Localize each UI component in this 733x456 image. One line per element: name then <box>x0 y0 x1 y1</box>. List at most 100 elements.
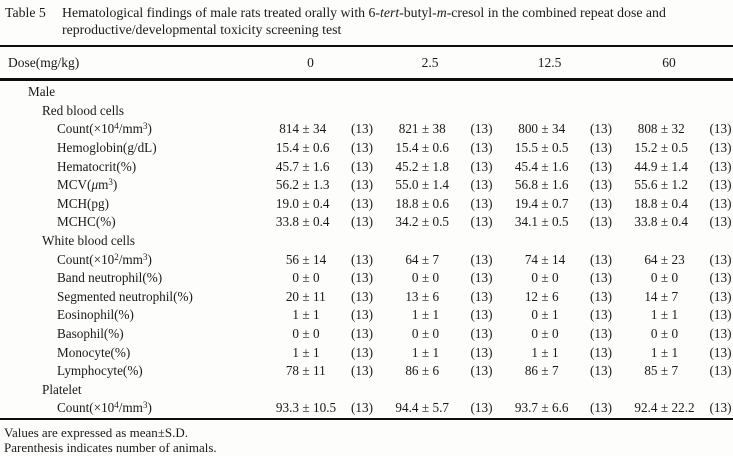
plus-minus-sign: ± <box>302 363 310 379</box>
sd-value: 0.6 <box>313 140 330 156</box>
sd-value: 0.6 <box>432 140 449 156</box>
label-segment: 2 <box>114 251 119 262</box>
label-segment: /mm <box>118 400 143 416</box>
dose-column-header: 60 <box>662 54 676 70</box>
row-label: White blood cells <box>0 233 255 249</box>
sd-value: 7 <box>671 288 679 304</box>
sd-value: 34 <box>313 121 327 137</box>
sd-value: 0.7 <box>552 195 569 211</box>
label-segment: Hematological findings of male rats trea… <box>62 5 380 20</box>
sd-value: 0.4 <box>671 214 688 230</box>
animal-count: (13) <box>590 288 612 304</box>
animal-count: (13) <box>590 140 612 156</box>
sd-value: 11 <box>313 363 326 379</box>
value-cell: 93.7 ±6.6 (13) <box>494 400 614 416</box>
plus-minus-sign: ± <box>421 307 430 323</box>
sd-value: 0.5 <box>552 140 569 156</box>
table-title: Hematological findings of male rats trea… <box>62 5 720 38</box>
plus-minus-sign: ± <box>302 177 310 193</box>
row-label: Count(×102/mm3) <box>0 252 255 268</box>
plus-minus-sign: ± <box>302 326 310 342</box>
mean-value: 0 <box>650 270 658 286</box>
label-segment: Band neutrophil(%) <box>57 270 163 286</box>
row-label: Basophil(%) <box>0 326 255 342</box>
footnotes: Values are expressed as mean±S.D. Parent… <box>0 420 733 455</box>
dose-header-cell: 60 <box>614 55 733 71</box>
animal-count: (13) <box>709 158 732 174</box>
plus-minus-sign: ± <box>660 195 669 211</box>
animal-count: (13) <box>470 270 493 286</box>
animal-count: (13) <box>351 251 373 267</box>
sd-value: 1.4 <box>432 177 449 193</box>
sd-value: 5.7 <box>432 400 449 416</box>
mean-value: 0 <box>411 326 419 342</box>
row-label: Monocyte(%) <box>0 345 255 361</box>
mean-value: 20 <box>285 288 299 304</box>
animal-count: (13) <box>709 344 732 360</box>
table-row: Count(×102/mm3) 56 ±14 (13) 64 ±7 (13) 74 ±14 (13… <box>0 250 733 269</box>
label-segment: ) <box>112 177 118 193</box>
plus-minus-sign: ± <box>302 121 310 137</box>
sd-value: 0 <box>313 270 320 286</box>
mean-value: 15.2 <box>634 140 658 156</box>
row-label: Count(×104/mm3) <box>0 121 255 137</box>
plus-minus-sign: ± <box>660 140 669 156</box>
sd-value: 1 <box>313 307 320 323</box>
sd-value: 7 <box>432 251 440 267</box>
row-label: Red blood cells <box>0 103 255 119</box>
value-cell: 85 ±7 (13) <box>614 363 733 379</box>
label-segment: Count(×10 <box>57 121 115 137</box>
dose-header-cell: 12.5 <box>494 55 614 71</box>
value-cell: 55.0 ±1.4 (13) <box>375 177 495 193</box>
sd-value: 0.5 <box>552 214 569 230</box>
plus-minus-sign: ± <box>421 270 430 286</box>
animal-count: (13) <box>709 326 732 342</box>
label-segment: Basophil(%) <box>57 326 124 342</box>
value-cell: 45.7 ±1.6 (13) <box>255 159 375 175</box>
sd-value: 0 <box>432 270 440 286</box>
label-segment: Lymphocyte(%) <box>57 363 143 379</box>
sd-value: 0.5 <box>671 140 688 156</box>
mean-value: 92.4 <box>634 400 658 416</box>
table-row: MCHC(%) 33.8 ±0.4 (13) 34.2 ±0.5 (13) 34.1 ±0.5(… <box>0 213 733 232</box>
mean-value: 0 <box>292 326 299 342</box>
dose-header-cell: 0 <box>255 55 375 71</box>
sd-value: 0 <box>552 326 559 342</box>
mean-value: 93.7 <box>514 400 538 416</box>
animal-count: (13) <box>590 195 612 211</box>
sd-value: 6.6 <box>552 400 569 416</box>
row-label: MCH(pg) <box>0 196 255 212</box>
table-row: Lymphocyte(%) 78 ±11 (13) 86 ±6 (13) 86 ±7 (13) 85… <box>0 362 733 381</box>
value-cell: 15.5 ±0.5 (13) <box>494 140 614 156</box>
label-segment: 3 <box>142 121 148 132</box>
plus-minus-sign: ± <box>660 307 669 323</box>
mean-value: 45.2 <box>395 158 419 174</box>
mean-value: 0 <box>292 270 299 286</box>
plus-minus-sign: ± <box>541 363 549 379</box>
animal-count: (13) <box>470 400 493 416</box>
mean-value: 44.9 <box>634 158 658 174</box>
value-cell: 74 ±14 (13) <box>494 252 614 268</box>
value-cell: 93.3 ±10.5 (13) <box>255 400 375 416</box>
table-row: Basophil(%) 0 ±0 (13) 0 ±0 (13) 0 ±0 (13) 0 ±0 (13) <box>0 325 733 344</box>
label-segment: White blood cells <box>42 233 136 249</box>
label-segment: μ <box>91 177 99 193</box>
value-cell: 808 ±32 (13) <box>614 121 733 137</box>
sd-value: 1 <box>671 344 679 360</box>
plus-minus-sign: ± <box>541 121 549 137</box>
label-segment: Eosinophil(%) <box>57 307 134 323</box>
mean-value: 45.7 <box>275 158 299 174</box>
row-label: Male <box>0 84 255 100</box>
bottom-rule <box>0 417 733 420</box>
label-segment: MCV( <box>57 177 92 193</box>
plus-minus-sign: ± <box>421 400 430 416</box>
animal-count: (13) <box>709 270 732 286</box>
mean-value: 814 <box>279 121 299 137</box>
animal-count: (13) <box>709 400 732 416</box>
label-segment: m <box>98 177 109 193</box>
table-row: MCV(μm3) 56.2 ±1.3 (13) 55.0 ±1.4 (13) 56.8 ±1.6… <box>0 176 733 195</box>
sd-value: 14 <box>552 251 566 267</box>
sd-value: 11 <box>313 288 326 304</box>
plus-minus-sign: ± <box>541 288 549 304</box>
